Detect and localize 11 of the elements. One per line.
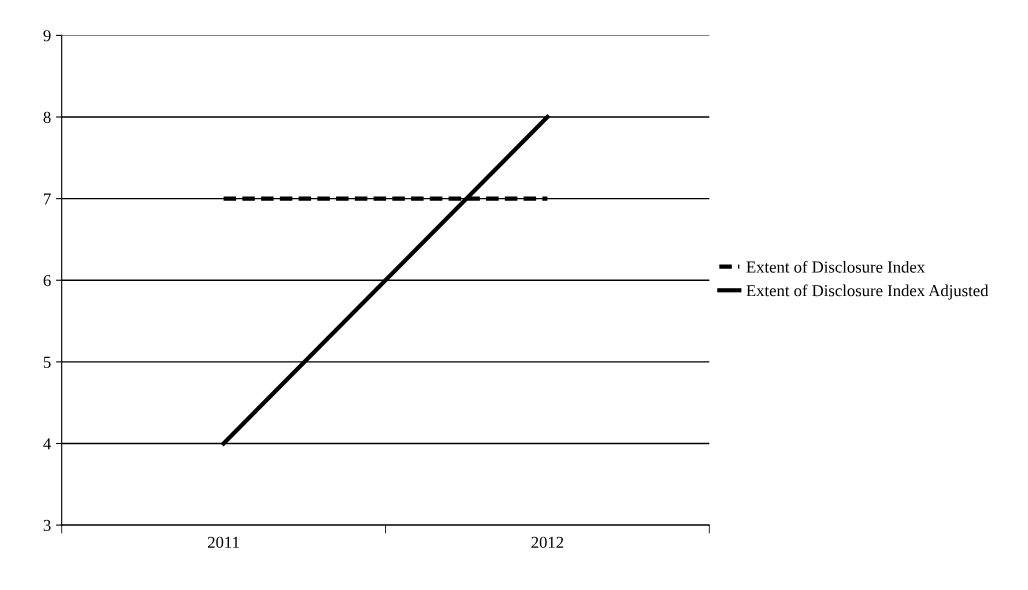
x-tick-label: 2012	[531, 536, 564, 548]
y-tick-label: 7	[44, 193, 51, 205]
y-tick-label: 6	[43, 275, 51, 287]
y-tick-label: 3	[43, 519, 51, 532]
y-tick-label: 9	[43, 30, 51, 42]
y-tick-label: 4	[43, 438, 51, 450]
legend-label: Extent of Disclosure Index	[746, 260, 925, 273]
y-tick-label: 8	[43, 111, 51, 123]
y-tick-label: 5	[43, 356, 51, 368]
x-tick-label: 2011	[207, 536, 239, 548]
legend-label: Extent of Disclosure Index Adjusted	[746, 284, 989, 300]
